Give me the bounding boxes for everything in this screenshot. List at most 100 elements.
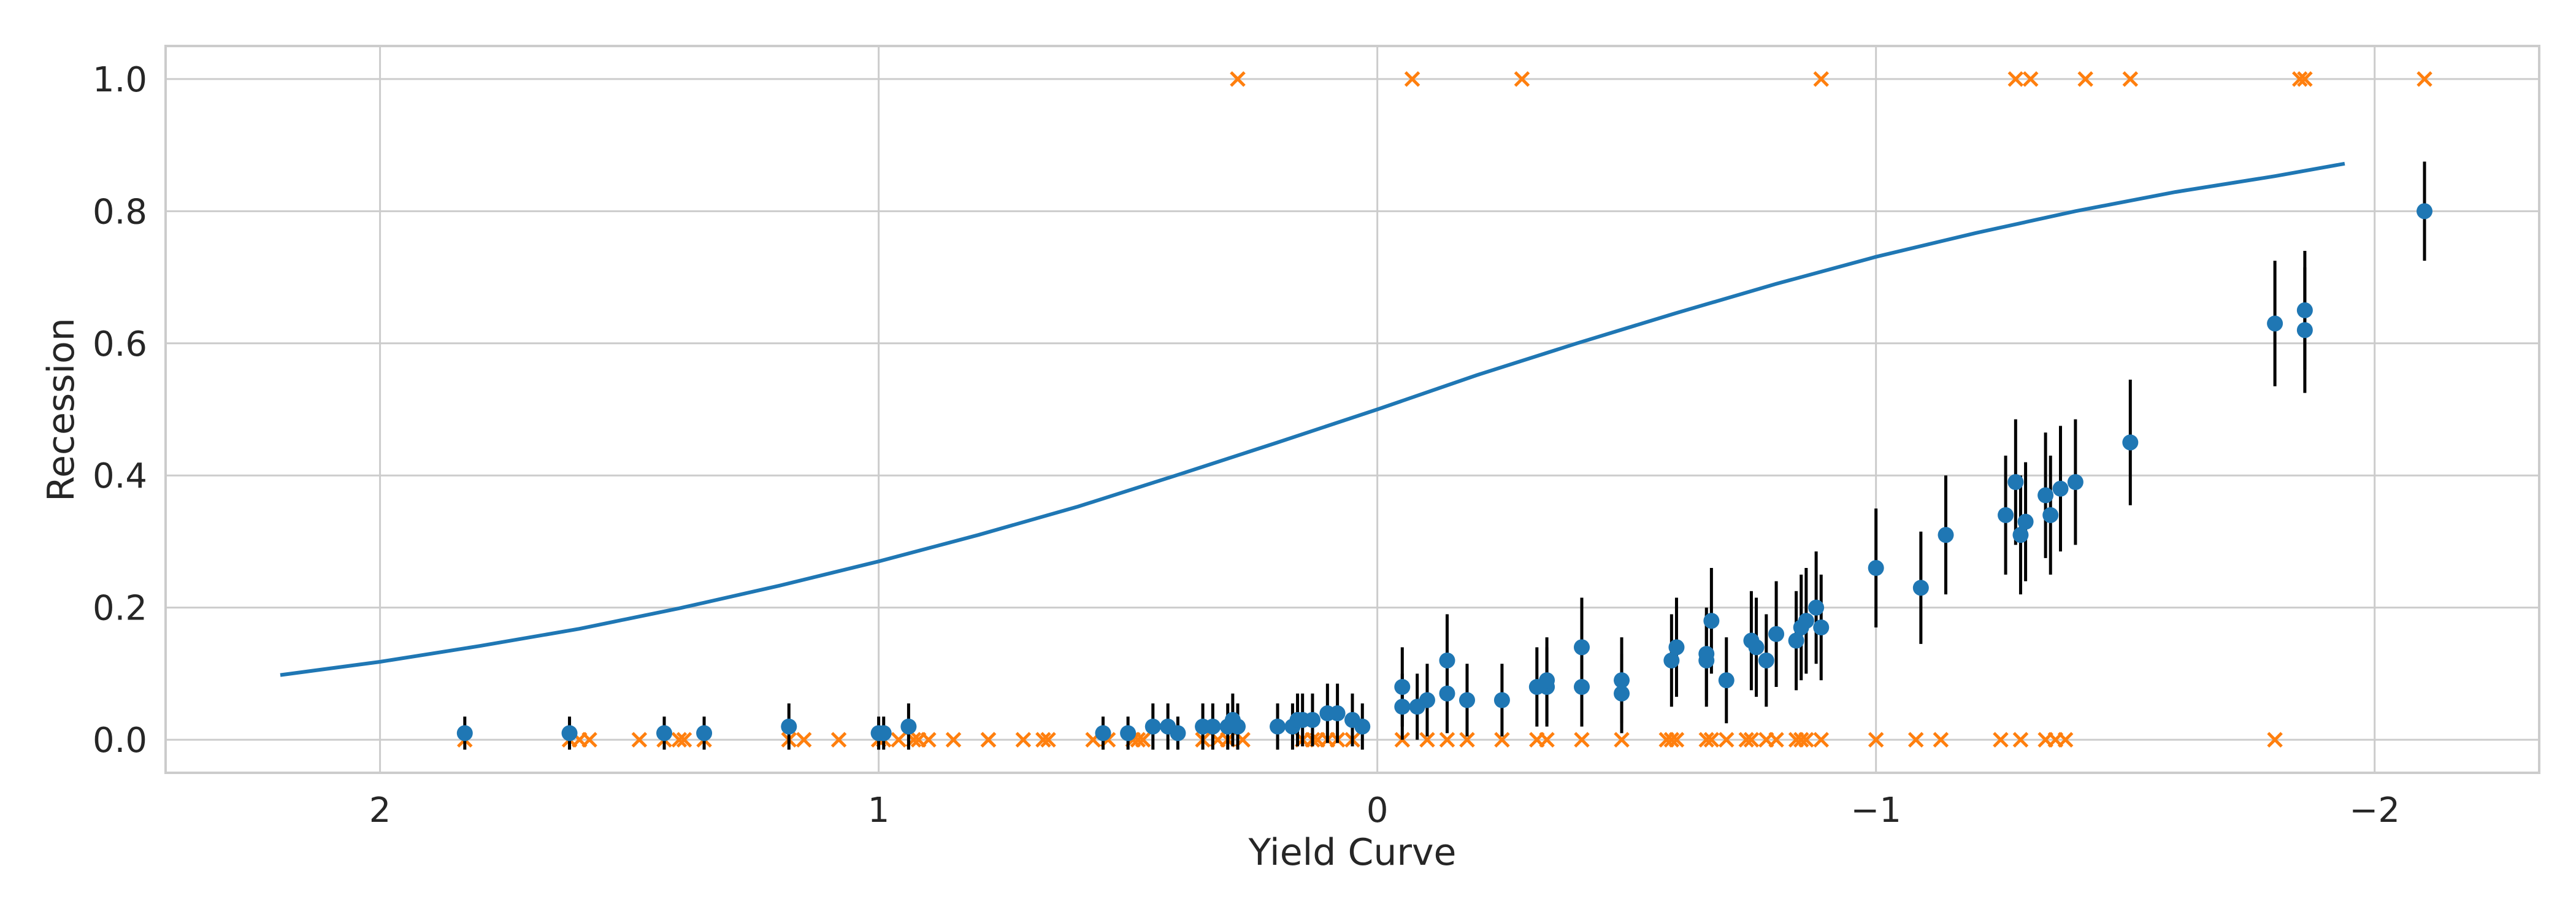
observed-marker xyxy=(1719,732,1735,748)
observed-marker xyxy=(2022,71,2039,87)
y-tick-label: 0.2 xyxy=(93,589,147,629)
observed-marker xyxy=(671,732,688,748)
predicted-point xyxy=(1144,718,1161,735)
observed-marker xyxy=(2077,71,2093,87)
observed-marker xyxy=(2297,71,2313,87)
x-axis-title: Yield Curve xyxy=(1248,831,1457,874)
plot-frame xyxy=(164,45,2540,774)
observed-marker xyxy=(1933,732,1949,748)
predicted-point xyxy=(2042,507,2059,523)
observed-marker xyxy=(1798,732,1814,748)
observed-marker xyxy=(1035,732,1051,748)
y-tick-label: 0.6 xyxy=(93,324,147,364)
observed-marker xyxy=(1404,71,1420,87)
observed-marker xyxy=(1768,732,1784,748)
observed-marker xyxy=(1494,732,1510,748)
predicted-point xyxy=(2122,434,2139,451)
predicted-point xyxy=(561,725,578,742)
observed-marker xyxy=(2291,71,2308,87)
predicted-point xyxy=(1394,678,1411,695)
observed-marker xyxy=(2057,732,2074,748)
predicted-point xyxy=(2296,302,2313,318)
observed-marker xyxy=(1793,732,1809,748)
y-tick-label: 0.0 xyxy=(93,721,147,761)
predicted-point xyxy=(1614,672,1630,689)
predicted-point xyxy=(1813,619,1830,635)
observed-marker xyxy=(1738,732,1755,748)
predicted-point xyxy=(2017,513,2034,530)
predicted-point xyxy=(1304,711,1321,728)
observed-marker xyxy=(1230,71,1246,87)
predicted-point xyxy=(1539,672,1555,689)
predicted-point xyxy=(1748,639,1765,656)
observed-marker xyxy=(945,732,962,748)
observed-marker xyxy=(581,732,597,748)
observed-marker xyxy=(980,732,997,748)
predicted-point xyxy=(656,725,673,742)
observed-marker xyxy=(1539,732,1555,748)
observed-marker xyxy=(1868,732,1884,748)
probability-curve xyxy=(280,161,2345,677)
predicted-point xyxy=(1698,646,1715,662)
predicted-point xyxy=(900,718,917,735)
predicted-point xyxy=(1614,685,1630,702)
predicted-point xyxy=(1663,652,1680,669)
observed-marker xyxy=(631,732,648,748)
predicted-point xyxy=(2417,203,2433,220)
x-tick-label: −1 xyxy=(1850,791,1901,830)
x-tick-label: 0 xyxy=(1367,791,1389,830)
observed-marker xyxy=(891,732,907,748)
observed-marker xyxy=(2012,732,2029,748)
observed-marker xyxy=(1743,732,1760,748)
y-tick-label: 1.0 xyxy=(93,60,147,100)
predicted-point xyxy=(2267,315,2283,332)
predicted-point xyxy=(1703,613,1720,629)
observed-marker xyxy=(1703,732,1720,748)
predicted-point xyxy=(1459,692,1475,708)
observed-marker xyxy=(1993,732,2009,748)
predicted-point xyxy=(1439,685,1455,702)
predicted-point xyxy=(1768,626,1785,642)
observed-marker xyxy=(1459,732,1475,748)
observed-marker xyxy=(1514,71,1530,87)
predicted-point xyxy=(456,725,473,742)
x-tick-label: −2 xyxy=(2349,791,2400,830)
observed-marker xyxy=(1663,732,1680,748)
predicted-point xyxy=(2012,527,2029,543)
predicted-point xyxy=(2067,474,2083,490)
observed-marker xyxy=(921,732,937,748)
predicted-point xyxy=(1419,692,1435,708)
predicted-point xyxy=(1573,678,1590,695)
observed-marker xyxy=(1040,732,1056,748)
predicted-point xyxy=(875,725,892,742)
predicted-point xyxy=(1095,725,1111,742)
observed-marker xyxy=(2417,71,2432,87)
observed-marker xyxy=(2007,71,2024,87)
predicted-point xyxy=(1912,580,1929,596)
y-tick-label: 0.4 xyxy=(93,456,147,496)
predicted-point xyxy=(1938,527,1954,543)
observed-marker xyxy=(1135,732,1151,748)
predicted-point xyxy=(1354,718,1371,735)
predicted-point xyxy=(1329,705,1346,722)
x-tick-label: 1 xyxy=(868,791,890,830)
observed-marker xyxy=(1813,71,1830,87)
predicted-point xyxy=(781,718,797,735)
predicted-point xyxy=(2296,322,2313,339)
predicted-point xyxy=(1493,692,1510,708)
observed-marker xyxy=(2122,71,2139,87)
observed-marker xyxy=(795,732,812,748)
observed-marker xyxy=(1614,732,1630,748)
observed-marker xyxy=(676,732,692,748)
predicted-point xyxy=(1718,672,1735,689)
predicted-point xyxy=(2037,487,2054,504)
x-tick-label: 2 xyxy=(369,791,391,830)
observed-marker xyxy=(1698,732,1715,748)
predicted-point xyxy=(1758,652,1774,669)
observed-marker xyxy=(830,732,847,748)
predicted-point xyxy=(1668,639,1685,656)
predicted-point xyxy=(1868,560,1884,577)
observed-marker xyxy=(1813,732,1830,748)
predicted-point xyxy=(2052,480,2069,497)
